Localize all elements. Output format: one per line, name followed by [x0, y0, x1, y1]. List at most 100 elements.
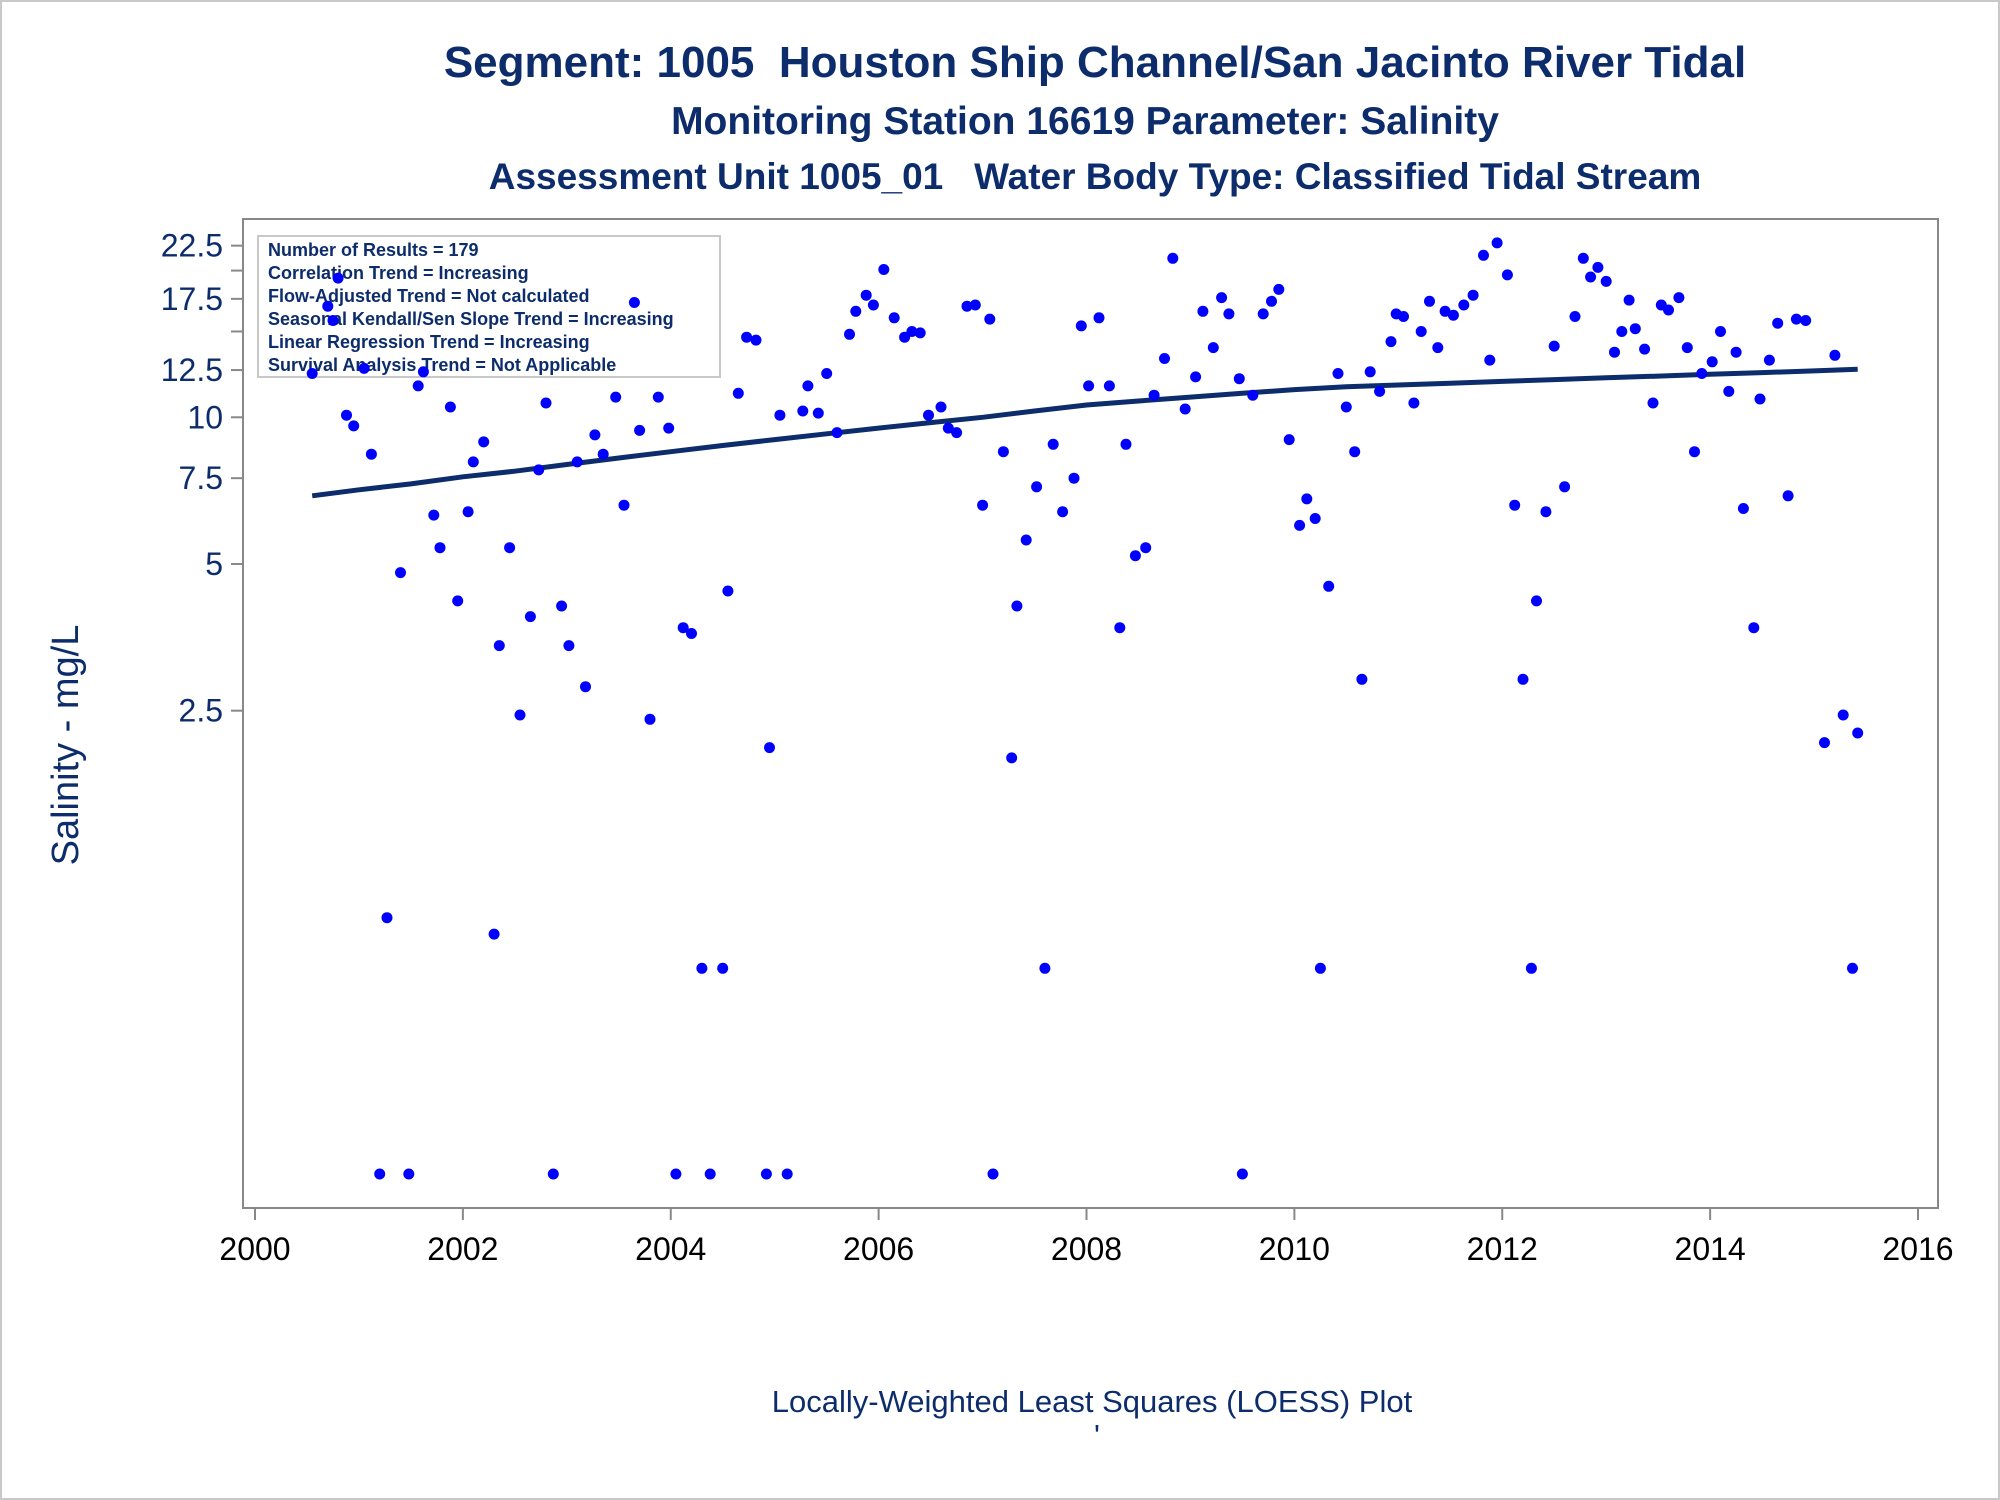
stats-box-border [257, 235, 721, 378]
data-point [1294, 519, 1306, 531]
data-point [1398, 311, 1409, 322]
x-axis-title: Locally-Weighted Least Squares (LOESS) P… [772, 1384, 1413, 1419]
data-point [677, 622, 689, 634]
data-point [533, 464, 545, 476]
data-point [417, 366, 429, 378]
data-point [774, 409, 786, 421]
data-point [1847, 962, 1858, 974]
data-point [1408, 397, 1420, 409]
data-point [1167, 252, 1179, 264]
data-point [850, 305, 862, 317]
y-tick-label: 22.5 [161, 228, 223, 264]
data-point [797, 405, 809, 417]
data-point [821, 368, 833, 379]
data-point [977, 499, 989, 511]
data-point [1837, 709, 1849, 721]
data-point [1800, 315, 1812, 326]
data-point [571, 456, 583, 468]
data-point [860, 289, 872, 301]
data-point [589, 429, 601, 441]
data-point [381, 912, 393, 924]
x-tick-label: 2008 [1051, 1231, 1122, 1267]
data-point [750, 334, 762, 346]
data-point [1548, 340, 1560, 352]
y-tick-label: 7.5 [179, 460, 223, 496]
data-point [696, 962, 708, 974]
data-point [1114, 622, 1126, 634]
data-point [1309, 513, 1321, 524]
stats-line: Survival Analysis Trend = Not Applicable [268, 355, 616, 375]
data-point [1415, 326, 1427, 337]
x-tick-label: 2016 [1882, 1231, 1953, 1267]
data-point [1424, 295, 1435, 307]
data-point [1340, 401, 1352, 413]
data-point [1207, 342, 1219, 354]
data-point [1432, 342, 1444, 354]
data-point [452, 595, 464, 607]
data-point [1663, 304, 1674, 316]
data-point [618, 499, 630, 511]
data-point [1314, 962, 1326, 974]
data-point [1647, 397, 1659, 409]
x-tick-label: 2004 [635, 1231, 706, 1267]
x-tick-label: 2002 [427, 1231, 498, 1267]
stats-line: Number of Results = 179 [268, 240, 479, 260]
data-point [942, 422, 954, 434]
data-point [1039, 962, 1051, 974]
stats-box: Number of Results = 179 Correlation Trend… [257, 235, 721, 378]
data-point [488, 928, 500, 940]
data-point [1075, 320, 1087, 332]
data-point [462, 506, 474, 518]
plot-area-border [242, 218, 1939, 1209]
data-point [348, 420, 360, 432]
data-point [867, 299, 879, 311]
data-point [444, 401, 456, 413]
data-point [914, 327, 926, 339]
data-point [1179, 403, 1191, 415]
data-point [764, 742, 775, 754]
data-point [1592, 261, 1604, 273]
x-tick-label: 2014 [1675, 1231, 1746, 1267]
data-point [1223, 308, 1235, 320]
data-point [969, 299, 981, 311]
data-point [1467, 289, 1479, 301]
data-point [556, 600, 568, 612]
data-point [1216, 292, 1228, 304]
data-point [1484, 354, 1496, 366]
data-point [1501, 269, 1513, 281]
data-point [1629, 323, 1641, 335]
data-point [1706, 356, 1718, 368]
data-point [961, 300, 973, 312]
data-point [1011, 600, 1023, 612]
data-point [540, 397, 552, 409]
x-tick-label: 2006 [843, 1231, 914, 1267]
axes: 2000 2002 2004 2006 2008 2010 2012 2014 2016 2.5 5… [161, 218, 1954, 1267]
data-point [812, 407, 824, 419]
data-point [1723, 385, 1735, 397]
data-point [628, 297, 640, 308]
data-point [923, 409, 934, 421]
data-point [831, 427, 843, 439]
data-point [478, 436, 490, 448]
data-point [984, 313, 996, 325]
data-point [634, 424, 646, 436]
data-point [1609, 346, 1620, 358]
data-point [1083, 380, 1095, 392]
data-point [1559, 481, 1571, 493]
y-tick-label: 12.5 [161, 352, 223, 388]
data-point [1763, 354, 1775, 366]
data-point [670, 1168, 682, 1180]
data-point [1057, 506, 1069, 518]
data-point [1439, 305, 1451, 317]
data-point [781, 1168, 793, 1180]
data-point [1829, 349, 1841, 361]
data-point [524, 611, 536, 623]
data-point [1540, 506, 1552, 518]
data-point [403, 1168, 415, 1180]
stats-line: Linear Regression Trend = Increasing [268, 332, 590, 352]
data-point [563, 640, 575, 652]
data-point [1247, 389, 1259, 401]
data-point [1447, 309, 1459, 321]
data-point [1639, 343, 1651, 355]
